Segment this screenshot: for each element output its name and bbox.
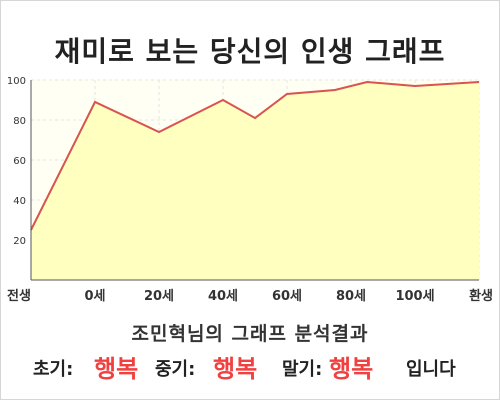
y-tick-label: 80	[13, 116, 26, 127]
x-tick-label: 100세	[395, 289, 434, 304]
analysis-result: 초기: 행복 중기: 행복 말기: 행복 입니다	[0, 344, 500, 384]
y-tick-label: 20	[13, 236, 26, 247]
mid-value: 행복	[213, 355, 258, 383]
x-tick-label: 환생	[469, 288, 493, 304]
y-tick-label: 40	[13, 196, 26, 207]
y-tick-label: 100	[7, 76, 26, 87]
late-value: 행복	[329, 355, 374, 383]
mid-label: 중기:	[155, 359, 196, 380]
x-tick-label: 80세	[336, 289, 366, 304]
early-value: 행복	[94, 355, 139, 383]
result-suffix: 입니다	[406, 359, 456, 380]
late-label: 말기:	[282, 359, 323, 380]
analysis-subtitle: 조민혁님의 그래프 분석결과	[131, 323, 369, 345]
y-tick-label: 60	[13, 156, 26, 167]
early-label: 초기:	[33, 359, 74, 380]
life-area-fill	[31, 82, 479, 280]
x-tick-label: 0세	[84, 289, 105, 304]
page-title: 재미로 보는 당신의 인생 그래프	[54, 35, 446, 68]
x-tick-label: 60세	[272, 289, 302, 304]
life-graph-chart: 20 40 60 80 100 전생 0세 20세 40세 60세 80세 100세 환생	[7, 76, 493, 304]
x-tick-label: 20세	[144, 289, 174, 304]
x-tick-label: 전생	[7, 288, 31, 304]
life-series-line	[30, 80, 480, 231]
x-tick-label: 40세	[208, 289, 238, 304]
